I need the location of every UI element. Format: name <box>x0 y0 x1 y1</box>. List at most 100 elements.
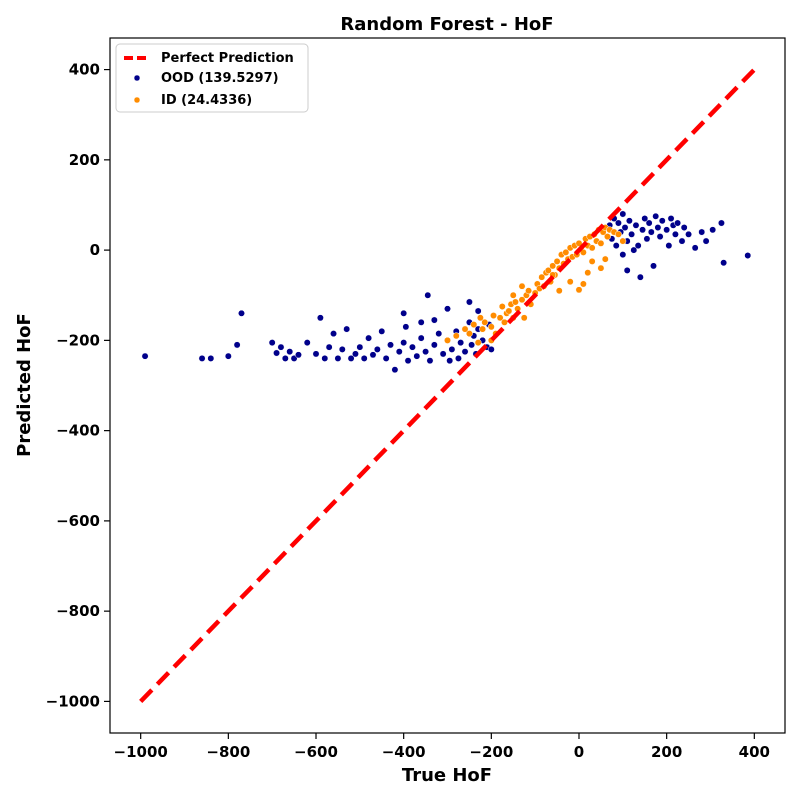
ood-point <box>645 219 653 227</box>
legend-marker-id <box>133 96 141 104</box>
id-point <box>481 318 489 326</box>
ood-point <box>720 259 728 267</box>
ood-point <box>198 354 206 362</box>
legend: Perfect Prediction OOD (139.5297) ID (24… <box>115 43 309 113</box>
y-tick-label: 200 <box>69 151 100 169</box>
ood-point <box>461 348 469 356</box>
id-point <box>505 307 513 315</box>
reference-layer <box>139 68 756 703</box>
ood-point <box>404 357 412 365</box>
ood-point <box>400 339 408 347</box>
y-tick-label: −1000 <box>46 692 100 710</box>
id-point <box>487 323 495 331</box>
legend-marker-ood <box>133 74 141 82</box>
x-tick-label: 400 <box>739 743 770 761</box>
id-point <box>470 321 478 329</box>
id-point <box>597 264 605 272</box>
ood-point <box>671 230 679 238</box>
ood-point <box>446 357 454 365</box>
ood-point <box>656 233 664 241</box>
ood-point <box>654 224 662 231</box>
id-point <box>518 296 526 304</box>
ood-point <box>338 345 346 353</box>
id-point <box>566 278 574 286</box>
ood-point <box>665 242 673 250</box>
ood-point <box>233 341 241 349</box>
id-point <box>461 325 469 333</box>
ood-point <box>238 309 245 317</box>
y-tick-label: −200 <box>56 331 100 349</box>
y-tick-label: 0 <box>90 241 100 259</box>
ood-point <box>424 291 432 299</box>
ood-point <box>387 341 394 349</box>
ood-point <box>619 251 627 259</box>
ood-point <box>277 343 285 351</box>
ood-point <box>621 224 629 231</box>
id-point <box>553 257 561 265</box>
ood-point <box>417 318 425 326</box>
ood-point <box>468 341 476 349</box>
ood-point <box>465 298 473 306</box>
ood-point <box>207 354 215 362</box>
x-tick-label: −800 <box>206 743 250 761</box>
ood-point <box>744 252 752 259</box>
id-point <box>575 286 583 294</box>
ood-point <box>625 217 633 225</box>
y-axis: −1000 −800 −600 −400 −200 0 200 400 <box>46 61 110 710</box>
plot-frame <box>109 37 786 734</box>
y-tick-label: −800 <box>56 602 100 620</box>
x-axis-label: True HoF <box>402 765 492 786</box>
id-point <box>588 257 596 265</box>
ood-point <box>321 354 329 362</box>
legend-label-ood: OOD (139.5297) <box>161 71 279 86</box>
perfect-prediction-line <box>139 68 756 703</box>
id-point <box>555 287 563 295</box>
series-ood <box>141 210 752 374</box>
ood-point <box>413 352 421 360</box>
x-tick-label: −600 <box>294 743 338 761</box>
ood-point <box>400 309 408 317</box>
ood-point <box>417 334 425 342</box>
id-point <box>509 291 517 299</box>
ood-point <box>702 237 710 245</box>
ood-point <box>632 221 640 229</box>
ood-point <box>295 351 302 359</box>
ood-point <box>641 215 649 222</box>
ood-point <box>360 354 368 362</box>
ood-point <box>347 354 355 362</box>
ood-point <box>286 348 294 356</box>
ood-point <box>303 339 311 347</box>
ood-point <box>674 219 682 227</box>
ood-point <box>636 273 644 281</box>
id-point <box>452 332 460 340</box>
ood-point <box>628 230 636 238</box>
legend-label-perfect-prediction: Perfect Prediction <box>161 51 294 66</box>
ood-point <box>680 224 688 231</box>
ood-point <box>444 305 451 313</box>
id-point <box>501 318 508 326</box>
ood-point <box>650 262 657 270</box>
id-point <box>549 262 557 270</box>
ood-point <box>698 228 706 236</box>
ood-point <box>312 350 320 358</box>
ood-point <box>378 327 386 335</box>
id-point <box>619 237 627 245</box>
id-point <box>538 273 546 281</box>
ood-point <box>402 323 410 331</box>
ood-point <box>268 339 276 347</box>
id-point <box>496 314 504 322</box>
ood-point <box>281 354 289 362</box>
ood-point <box>634 242 642 250</box>
ood-point <box>343 325 351 333</box>
id-point <box>562 248 570 256</box>
x-axis: −1000 −800 −600 −400 −200 0 200 400 <box>114 733 770 761</box>
ood-point <box>717 219 725 227</box>
ood-point <box>356 343 364 351</box>
id-point <box>584 269 592 277</box>
ood-point <box>330 330 337 338</box>
x-tick-label: 200 <box>651 743 682 761</box>
ood-point <box>709 226 717 234</box>
chart-title: Random Forest - HoF <box>340 14 553 35</box>
ood-point <box>647 228 655 236</box>
